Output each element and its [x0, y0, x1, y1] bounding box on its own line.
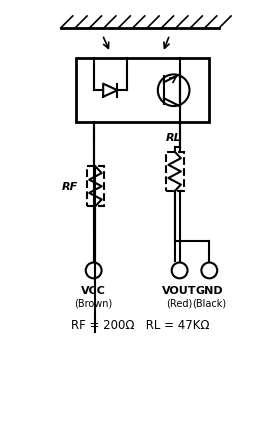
Text: VCC: VCC: [81, 285, 106, 296]
Bar: [166, 152, 184, 192]
Text: RF = 200Ω   RL = 47KΩ: RF = 200Ω RL = 47KΩ: [71, 319, 209, 331]
Bar: [76, 58, 209, 123]
Text: GND: GND: [195, 285, 223, 296]
Text: (Black): (Black): [192, 297, 226, 308]
Text: (Brown): (Brown): [74, 297, 113, 308]
Bar: [87, 167, 104, 207]
Text: VOUT: VOUT: [162, 285, 197, 296]
Text: (Red): (Red): [167, 297, 193, 308]
Text: RL: RL: [166, 132, 181, 142]
Text: RF: RF: [61, 182, 78, 192]
